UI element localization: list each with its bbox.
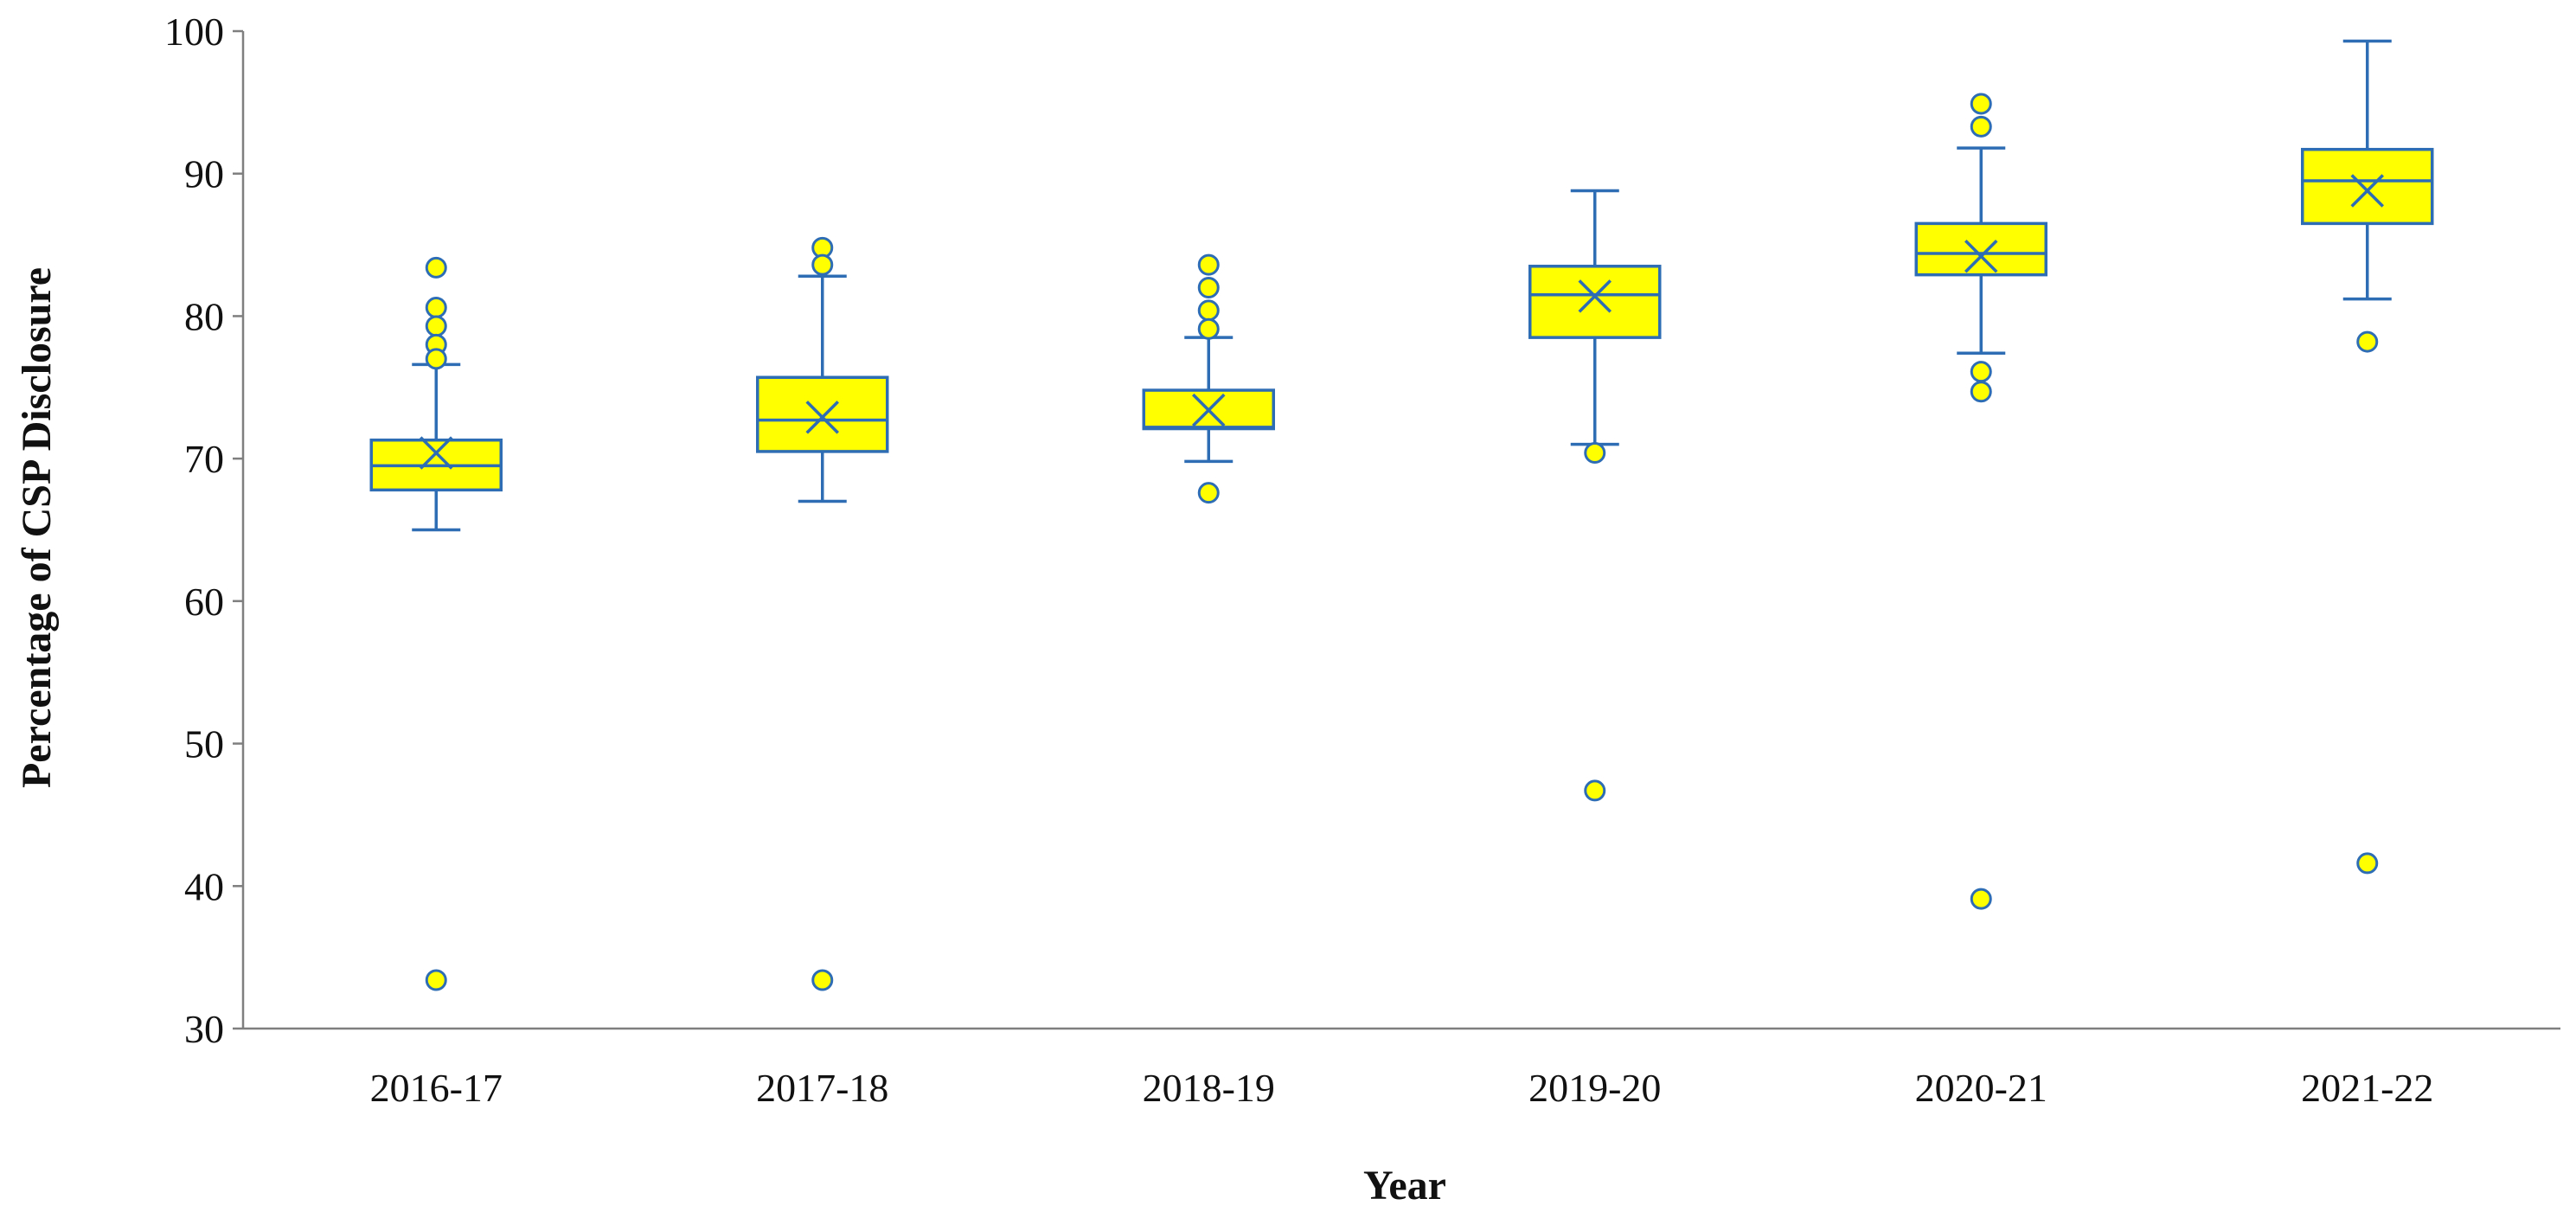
- mean-marker: [805, 401, 839, 434]
- box-group: [1142, 253, 1275, 504]
- outlier-point: [1970, 361, 1992, 383]
- outlier-point: [425, 969, 447, 991]
- plot-area: [369, 39, 2434, 991]
- mean-marker: [1964, 240, 1998, 273]
- box-group: [1914, 93, 2047, 910]
- iqr-box: [1914, 221, 2047, 277]
- outlier-point: [1970, 888, 1992, 910]
- outlier-point: [2356, 330, 2379, 353]
- outlier-point: [425, 348, 447, 370]
- x-tick-label: 2017-18: [756, 1066, 888, 1110]
- outlier-point: [1197, 276, 1220, 298]
- outlier-point: [425, 297, 447, 319]
- mean-marker: [1192, 393, 1226, 427]
- mean-marker: [420, 436, 453, 470]
- box-group: [756, 236, 889, 991]
- x-tick-label: 2020-21: [1915, 1066, 2047, 1110]
- x-tick-label: 2021-22: [2301, 1066, 2433, 1110]
- y-tick-label: 70: [184, 437, 224, 481]
- x-axis-title: Year: [1363, 1163, 1446, 1208]
- iqr-box: [1528, 265, 1662, 339]
- y-tick-label: 40: [184, 864, 224, 908]
- mean-marker: [2350, 174, 2384, 208]
- outlier-point: [1584, 442, 1606, 465]
- outlier-point: [811, 253, 834, 276]
- axes: 30 40 50 60 70 80 90 100 2016-17 2017-18 2018-19 20…: [164, 10, 2560, 1110]
- x-tick-label: 2016-17: [370, 1066, 503, 1110]
- box-group: [369, 256, 503, 991]
- outlier-point: [1197, 317, 1220, 340]
- y-tick-label: 50: [184, 722, 224, 766]
- y-tick-label: 80: [184, 294, 224, 338]
- iqr-box: [2301, 147, 2434, 226]
- x-tick-label: 2019-20: [1528, 1066, 1661, 1110]
- outlier-point: [1584, 779, 1606, 802]
- mean-marker: [1578, 279, 1612, 313]
- y-tick-label: 100: [164, 10, 224, 54]
- outlier-point: [425, 256, 447, 279]
- y-tick-label: 90: [184, 152, 224, 196]
- iqr-box: [756, 375, 889, 453]
- box-group: [1528, 189, 1662, 802]
- outlier-point: [425, 315, 447, 337]
- y-axis-title: Percentage of CSP Disclosure: [14, 267, 60, 788]
- outlier-point: [1197, 482, 1220, 504]
- outlier-point: [1970, 115, 1992, 138]
- outlier-point: [2356, 852, 2379, 875]
- outlier-point: [1970, 381, 1992, 403]
- outlier-point: [1970, 93, 1992, 115]
- y-tick-label: 30: [184, 1007, 224, 1051]
- outlier-point: [1197, 299, 1220, 322]
- outlier-point: [811, 969, 834, 991]
- outlier-point: [1197, 253, 1220, 276]
- x-tick-label: 2018-19: [1143, 1066, 1275, 1110]
- box-group: [2301, 39, 2434, 875]
- y-tick-label: 60: [184, 580, 224, 624]
